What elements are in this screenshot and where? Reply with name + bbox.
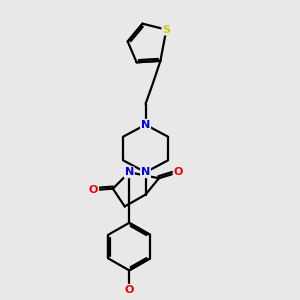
Text: N: N xyxy=(124,167,134,177)
Text: O: O xyxy=(173,167,183,177)
Text: O: O xyxy=(124,285,134,295)
Text: S: S xyxy=(162,25,170,34)
Text: O: O xyxy=(89,185,98,195)
Text: N: N xyxy=(141,120,150,130)
Text: N: N xyxy=(141,167,150,177)
